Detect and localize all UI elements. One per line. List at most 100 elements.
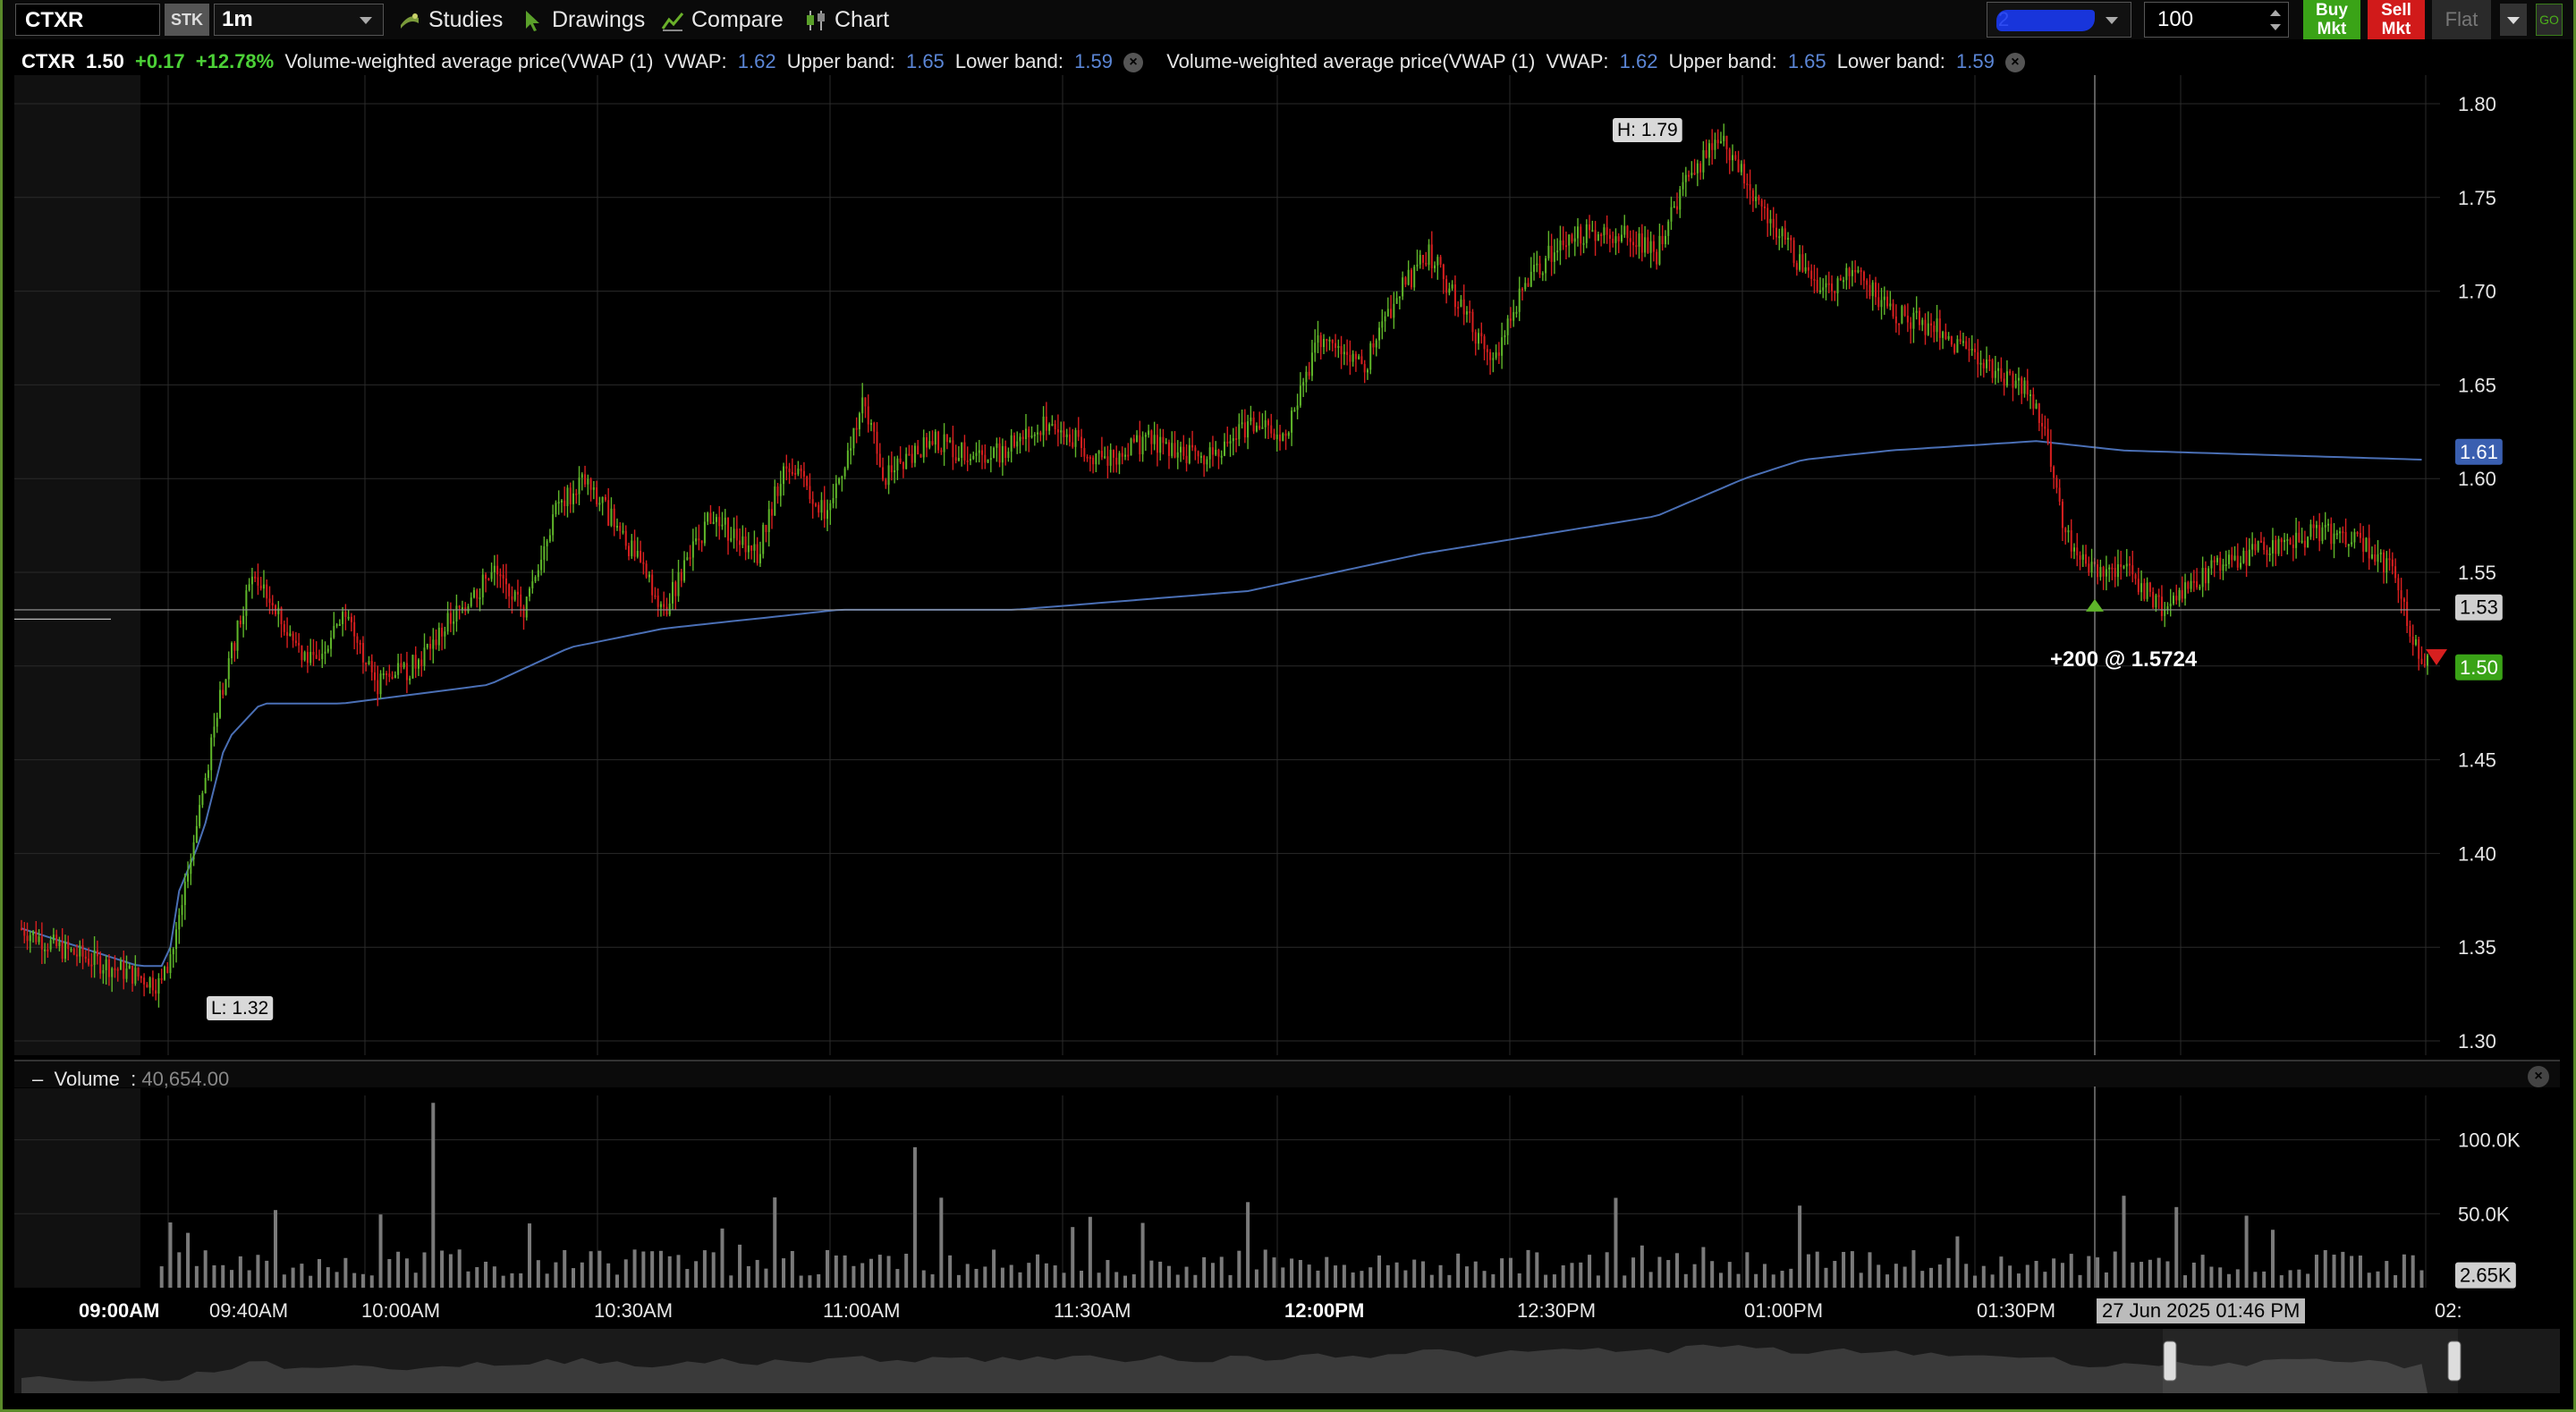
- collapse-icon[interactable]: –: [32, 1068, 44, 1090]
- candle-body: [216, 717, 218, 727]
- time-tick-label: 01:00PM: [1744, 1299, 1824, 1322]
- volume-close-icon[interactable]: ×: [2528, 1066, 2549, 1087]
- quantity-stepper[interactable]: 100: [2144, 2, 2289, 38]
- volume-bar: [921, 1270, 926, 1288]
- candle-body: [476, 589, 479, 599]
- candle-body: [1792, 240, 1795, 264]
- candle-body: [584, 474, 587, 485]
- candle-body: [2105, 569, 2107, 577]
- volume-bar: [335, 1272, 339, 1288]
- candle-body: [2029, 394, 2032, 397]
- flat-button[interactable]: Flat: [2432, 0, 2491, 39]
- candle-body: [2242, 550, 2245, 563]
- candle-body: [1156, 435, 1158, 453]
- volume-bar: [1272, 1257, 1276, 1288]
- volume-bar: [1438, 1264, 1443, 1288]
- volume-bar: [2341, 1251, 2345, 1288]
- candle-body: [2169, 603, 2172, 607]
- candle-body: [642, 562, 645, 564]
- candle-body: [1349, 354, 1352, 362]
- volume-bar: [1491, 1273, 1496, 1288]
- sell-market-button[interactable]: Sell Mkt: [2368, 0, 2425, 39]
- volume-bar: [1877, 1264, 1881, 1288]
- candle-body: [1977, 351, 1979, 365]
- candle-body: [1839, 278, 1842, 281]
- price-tick-label-text: 1.70: [2458, 281, 2496, 303]
- candle-body: [1606, 227, 1608, 235]
- candle-body: [1769, 218, 1772, 224]
- candle-body: [493, 565, 496, 573]
- candle-body: [2072, 547, 2075, 552]
- studies-icon: [401, 13, 419, 30]
- navigator-handle[interactable]: [2163, 1340, 2177, 1382]
- candle-body: [1413, 266, 1416, 288]
- chevron-down-icon: [2106, 17, 2118, 24]
- volume-bar: [1281, 1267, 1285, 1288]
- candle-body: [2277, 538, 2280, 554]
- security-type-badge[interactable]: STK: [165, 4, 209, 36]
- volume-bar: [1579, 1262, 1583, 1288]
- study1-name[interactable]: Volume-weighted average price(VWAP (1): [284, 50, 654, 72]
- link-button[interactable]: GO: [2536, 4, 2563, 36]
- candle-body: [2312, 524, 2315, 528]
- candle-body: [1521, 288, 1523, 291]
- candle-body: [727, 517, 730, 541]
- volume-bar: [948, 1255, 953, 1288]
- study2-close-icon[interactable]: ×: [2004, 53, 2025, 73]
- candle-body: [1582, 242, 1585, 245]
- candle-body: [116, 968, 119, 971]
- candle-body: [1097, 451, 1100, 454]
- buy-market-button[interactable]: Buy Mkt: [2303, 0, 2360, 39]
- candle-body: [1410, 269, 1412, 288]
- volume-bar: [2411, 1255, 2415, 1288]
- volume-bar: [212, 1264, 216, 1288]
- volume-bar: [221, 1264, 225, 1288]
- volume-bar: [720, 1228, 724, 1288]
- candle-body: [689, 557, 691, 560]
- candle-body: [767, 509, 770, 533]
- candle-body: [762, 524, 765, 554]
- volume-bar: [702, 1250, 707, 1288]
- order-menu-button[interactable]: [2500, 4, 2527, 36]
- candle-body: [1346, 351, 1349, 355]
- study2-name[interactable]: Volume-weighted average price(VWAP (1): [1166, 50, 1536, 72]
- candle-body: [1778, 236, 1781, 239]
- candle-body: [691, 541, 694, 558]
- study1-lower-label: Lower band:: [954, 50, 1064, 72]
- volume-bar: [1210, 1263, 1215, 1288]
- candle-body: [2307, 537, 2309, 548]
- studies-label: Studies: [428, 7, 504, 32]
- quantity-value: 100: [2157, 7, 2194, 31]
- interval-select[interactable]: 1m: [214, 4, 384, 36]
- candle-body: [1092, 457, 1095, 465]
- stepper-up-icon[interactable]: [2270, 10, 2281, 16]
- navigator-handle[interactable]: [2447, 1340, 2462, 1382]
- volume-bar: [1000, 1267, 1004, 1288]
- candle-body: [2055, 478, 2058, 488]
- candle-body: [1261, 427, 1264, 429]
- stepper-down-icon[interactable]: [2270, 24, 2281, 30]
- study1-close-icon[interactable]: ×: [1123, 53, 1144, 73]
- studies-button[interactable]: Studies: [398, 4, 503, 36]
- candle-body: [1991, 359, 1994, 378]
- candle-body: [250, 576, 253, 585]
- drawings-button[interactable]: Drawings: [521, 4, 645, 36]
- candle-body: [516, 591, 519, 595]
- compare-button[interactable]: Compare: [661, 4, 784, 36]
- volume-bar: [475, 1267, 479, 1288]
- account-select[interactable]: 2: [1987, 2, 2131, 38]
- volume-bar: [650, 1251, 655, 1288]
- candle-body: [1767, 207, 1769, 224]
- candle-body: [811, 499, 814, 504]
- candle-body: [64, 942, 66, 960]
- symbol-input[interactable]: CTXR: [15, 4, 160, 36]
- legend-change-pct: +12.78%: [195, 50, 275, 72]
- candle-body: [315, 655, 318, 659]
- candle-body: [405, 663, 408, 681]
- candle-body: [1898, 323, 1901, 326]
- volume-bar: [843, 1255, 847, 1288]
- candle-body: [2076, 547, 2079, 556]
- candle-body: [81, 945, 84, 957]
- chart-type-button[interactable]: Chart: [804, 4, 889, 36]
